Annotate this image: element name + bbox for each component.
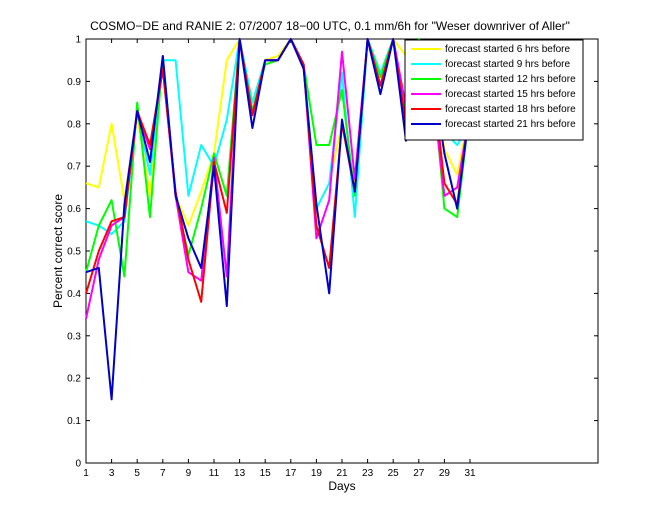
x-axis: 1 3 5 7 9 11 13 15 17 19 21 23 25 27 29 31: [83, 39, 476, 479]
y-axis-label: Percent correct score: [51, 194, 65, 308]
y-tick-label: 0.1: [67, 416, 81, 427]
x-tick-label: 29: [439, 468, 451, 479]
y-tick-label: 0: [75, 459, 81, 470]
legend-entry: forecast started 6 hrs before: [445, 44, 571, 55]
x-tick-label: 31: [464, 468, 476, 479]
x-tick-label: 3: [109, 468, 115, 479]
x-tick-label: 23: [362, 468, 374, 479]
x-tick-label: 9: [186, 468, 192, 479]
legend-entry: forecast started 9 hrs before: [445, 59, 571, 70]
y-tick-label: 1: [75, 35, 81, 46]
series-line-5: [85, 38, 471, 401]
y-axis: 0 0.1 0.2 0.3 0.4 0.5 0.6 0.7 0.8 0.9 1: [67, 35, 598, 470]
y-tick-label: 0.2: [67, 374, 81, 385]
legend: forecast started 6 hrs before forecast st…: [404, 39, 584, 141]
legend-entry: forecast started 18 hrs before: [445, 104, 576, 115]
x-tick-label: 11: [209, 468, 220, 479]
x-tick-label: 19: [311, 468, 323, 479]
x-tick-label: 25: [388, 468, 400, 479]
x-tick-label: 1: [83, 468, 89, 479]
x-axis-label: Days: [328, 479, 355, 493]
y-tick-label: 0.7: [67, 162, 81, 173]
x-tick-label: 5: [134, 468, 140, 479]
y-tick-label: 0.4: [67, 289, 81, 300]
y-tick-label: 0.8: [67, 119, 81, 130]
chart-title: COSMO−DE and RANIE 2: 07/2007 18−00 UTC,…: [90, 19, 570, 33]
legend-entry: forecast started 12 hrs before: [445, 74, 576, 85]
y-tick-label: 0.9: [67, 77, 81, 88]
x-tick-label: 21: [336, 468, 348, 479]
legend-entry: forecast started 21 hrs before: [445, 119, 576, 130]
x-tick-label: 7: [160, 468, 166, 479]
y-tick-label: 0.6: [67, 204, 81, 215]
y-tick-label: 0.3: [67, 331, 81, 342]
x-tick-label: 13: [234, 468, 246, 479]
y-tick-label: 0.5: [67, 247, 81, 258]
legend-entry: forecast started 15 hrs before: [445, 89, 576, 100]
x-tick-label: 15: [260, 468, 272, 479]
x-tick-label: 27: [413, 468, 425, 479]
x-tick-label: 17: [285, 468, 297, 479]
